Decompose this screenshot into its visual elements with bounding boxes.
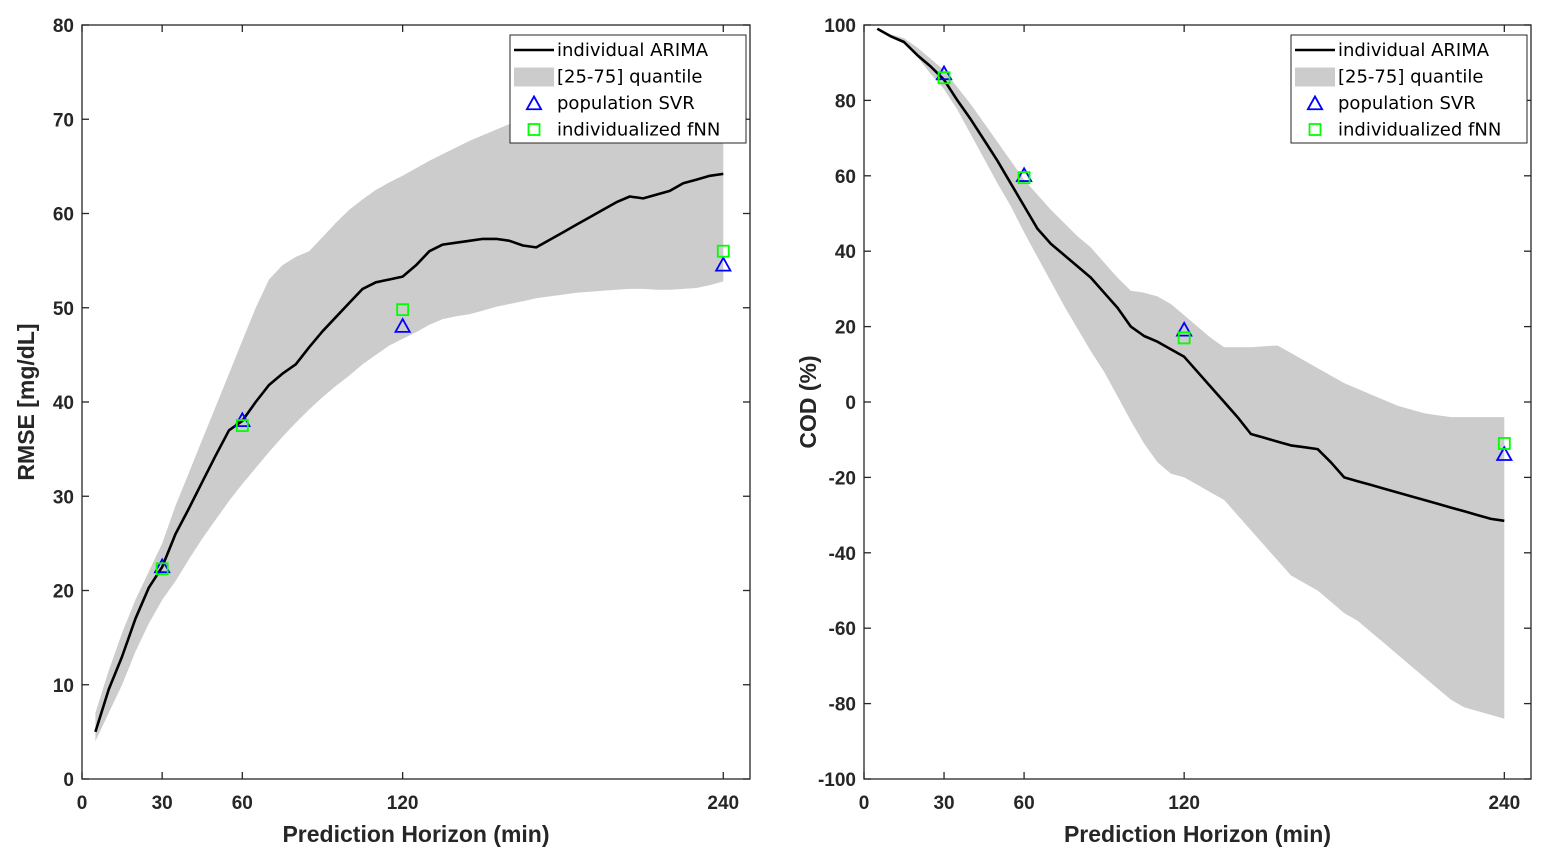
fnn-marker (155, 562, 169, 576)
legend-label: population SVR (1338, 93, 1476, 114)
svr-marker (153, 557, 171, 574)
legend-fnn-swatch (527, 123, 541, 136)
legend-label: individual ARIMA (1338, 40, 1490, 61)
fnn-marker (716, 244, 730, 258)
x-tick-label: 240 (707, 793, 739, 814)
legend-band-swatch (514, 67, 554, 87)
rmse-chart: 0 30 60 120 240 0 10 20 30 40 50 60 70 80 Prediction H… (13, 16, 751, 847)
legend-label: individualized fNN (1338, 120, 1501, 141)
fnn-marker (396, 303, 410, 317)
legend-band-swatch (1295, 67, 1335, 87)
fnn-marker (1017, 171, 1031, 185)
y-tick-label: 80 (835, 91, 856, 112)
legend-label: individualized fNN (557, 120, 720, 141)
svr-marker (1495, 445, 1513, 461)
svr-marker (393, 317, 412, 333)
x-axis-title: Prediction Horizon (min) (282, 821, 549, 847)
y-axis-title: COD (%) (795, 355, 821, 448)
cod-chart: 0 30 60 120 240 -100 -80 -60 -40 -20 0 20 40 60 80 100 P… (795, 16, 1532, 847)
y-tick-label: 30 (53, 487, 74, 508)
arima-line (94, 172, 724, 733)
fnn-marker (1497, 437, 1511, 450)
legend-label: population SVR (557, 93, 695, 114)
legend-label: [25-75] quantile (1338, 67, 1483, 88)
x-axis-title: Prediction Horizon (min) (1064, 821, 1331, 847)
quantile-band (95, 76, 724, 742)
legend: individual ARIMA [25-75] quantile populati… (509, 34, 747, 144)
legend-box (509, 34, 747, 144)
svr-marker (714, 255, 732, 272)
y-tick-label: -80 (829, 695, 856, 716)
x-tick-label: 30 (152, 793, 173, 814)
y-tick-label: 50 (53, 299, 74, 320)
legend: individual ARIMA [25-75] quantile populati… (1290, 34, 1528, 144)
legend-svr-swatch (1306, 94, 1324, 111)
legend-box (1290, 34, 1528, 144)
legend-fnn-swatch (1308, 123, 1322, 136)
x-tick-label: 60 (232, 793, 253, 814)
fnn-marker (937, 71, 951, 85)
y-tick-label: -40 (829, 544, 856, 565)
y-tick-label: 0 (845, 393, 856, 414)
y-tick-label: -100 (818, 770, 856, 791)
y-tick-label: 20 (835, 318, 856, 339)
x-tick-label: 120 (387, 793, 419, 814)
y-tick-label: 0 (63, 770, 74, 791)
legend-label: individual ARIMA (557, 40, 709, 61)
fnn-marker (235, 419, 249, 432)
x-tick-label: 240 (1488, 793, 1520, 814)
x-tick-label: 0 (77, 793, 88, 814)
legend-label: [25-75] quantile (557, 67, 702, 88)
x-tick-label: 60 (1014, 793, 1035, 814)
arima-line (876, 27, 1505, 523)
y-tick-label: -20 (829, 468, 856, 489)
y-tick-label: -60 (829, 619, 856, 640)
svr-marker (1015, 166, 1033, 182)
y-tick-label: 100 (824, 16, 856, 37)
legend-svr-swatch (525, 94, 543, 111)
y-tick-label: 10 (53, 676, 74, 697)
x-tick-label: 30 (933, 793, 954, 814)
svr-marker (1175, 321, 1193, 337)
quantile-band (877, 28, 1505, 719)
y-tick-label: 60 (835, 167, 856, 188)
y-tick-label: 80 (53, 16, 74, 37)
fnn-marker (1177, 331, 1191, 345)
y-tick-label: 70 (53, 110, 74, 131)
x-tick-label: 120 (1168, 793, 1200, 814)
y-tick-label: 40 (53, 393, 74, 414)
y-tick-label: 20 (53, 582, 74, 603)
y-tick-label: 60 (53, 205, 74, 226)
y-tick-label: 40 (835, 242, 856, 263)
x-tick-label: 0 (859, 793, 870, 814)
y-axis-title: RMSE [mg/dL] (13, 323, 39, 480)
